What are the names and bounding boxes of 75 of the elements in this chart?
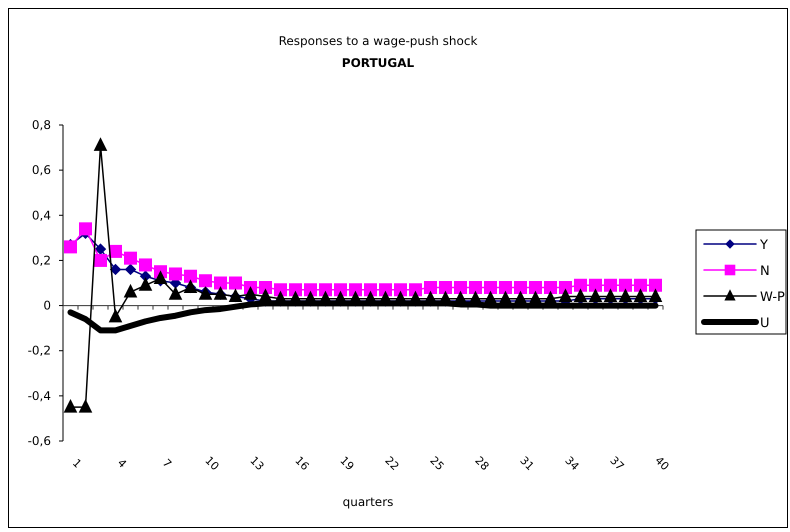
- chart-subtitle: PORTUGAL: [342, 56, 415, 70]
- x-tick-label: 4: [114, 456, 130, 471]
- x-tick-label: 7: [160, 456, 174, 471]
- point: [484, 281, 497, 294]
- point: [499, 281, 512, 294]
- x-tick-label: 13: [247, 454, 267, 474]
- point: [604, 289, 617, 302]
- y-tick-label: 0: [43, 298, 51, 313]
- y-tick-label: 0,8: [32, 118, 51, 132]
- legend-label: N: [760, 264, 770, 279]
- point: [259, 281, 272, 294]
- y-tick-label: 0,4: [32, 208, 51, 222]
- y-tick-label: -0,4: [28, 388, 51, 403]
- point: [139, 258, 152, 272]
- y-tick-label: 0,6: [32, 163, 51, 178]
- chart-title: Responses to a wage-push shock: [278, 34, 478, 48]
- point: [64, 240, 77, 254]
- x-tick-label: 10: [202, 454, 222, 474]
- x-axis-title: quarters: [342, 495, 394, 509]
- point: [110, 264, 121, 275]
- x-tick-label: 25: [427, 454, 447, 474]
- point: [214, 276, 227, 290]
- point: [169, 267, 182, 280]
- point: [109, 244, 122, 258]
- x-tick-label: 22: [382, 454, 402, 474]
- x-tick-label: 19: [337, 454, 357, 474]
- point: [169, 286, 182, 300]
- point: [589, 289, 602, 302]
- point: [64, 400, 77, 413]
- point: [79, 222, 92, 236]
- point: [619, 289, 632, 302]
- point: [559, 289, 572, 302]
- point: [544, 281, 557, 294]
- point: [124, 252, 137, 265]
- x-tick-label: 37: [607, 454, 627, 474]
- y-tick-label: -0,2: [28, 344, 51, 358]
- point: [199, 274, 212, 288]
- x-tick-label: 1: [70, 456, 84, 471]
- point: [634, 289, 647, 302]
- point: [94, 254, 107, 267]
- x-tick-label: 34: [562, 454, 582, 474]
- point: [559, 281, 572, 294]
- x-tick-label: 28: [472, 454, 492, 474]
- x-tick-label: 16: [292, 454, 312, 474]
- point: [574, 278, 587, 292]
- point: [229, 276, 242, 290]
- point: [124, 284, 137, 298]
- point: [439, 281, 452, 294]
- legend-label: Y: [759, 238, 768, 253]
- x-tick-label: 31: [517, 454, 537, 474]
- point: [604, 278, 617, 292]
- point: [109, 309, 122, 322]
- point: [529, 281, 542, 294]
- point: [649, 289, 662, 302]
- point: [95, 244, 106, 255]
- point: [454, 281, 467, 294]
- point: [469, 281, 482, 294]
- legend-label: W-P: [760, 290, 786, 305]
- point: [634, 278, 647, 292]
- point: [514, 281, 527, 294]
- point: [424, 281, 437, 294]
- point: [619, 278, 632, 292]
- point: [589, 278, 602, 292]
- point: [125, 264, 136, 275]
- point: [574, 289, 587, 302]
- point: [244, 286, 257, 300]
- point: [154, 270, 167, 284]
- legend-label: U: [760, 316, 770, 331]
- point: [184, 270, 197, 283]
- y-tick-label: 0,2: [32, 253, 51, 268]
- point: [649, 278, 662, 292]
- point: [79, 400, 92, 413]
- y-tick-label: -0,6: [28, 434, 51, 448]
- x-tick-label: 40: [652, 454, 672, 474]
- point: [139, 278, 152, 291]
